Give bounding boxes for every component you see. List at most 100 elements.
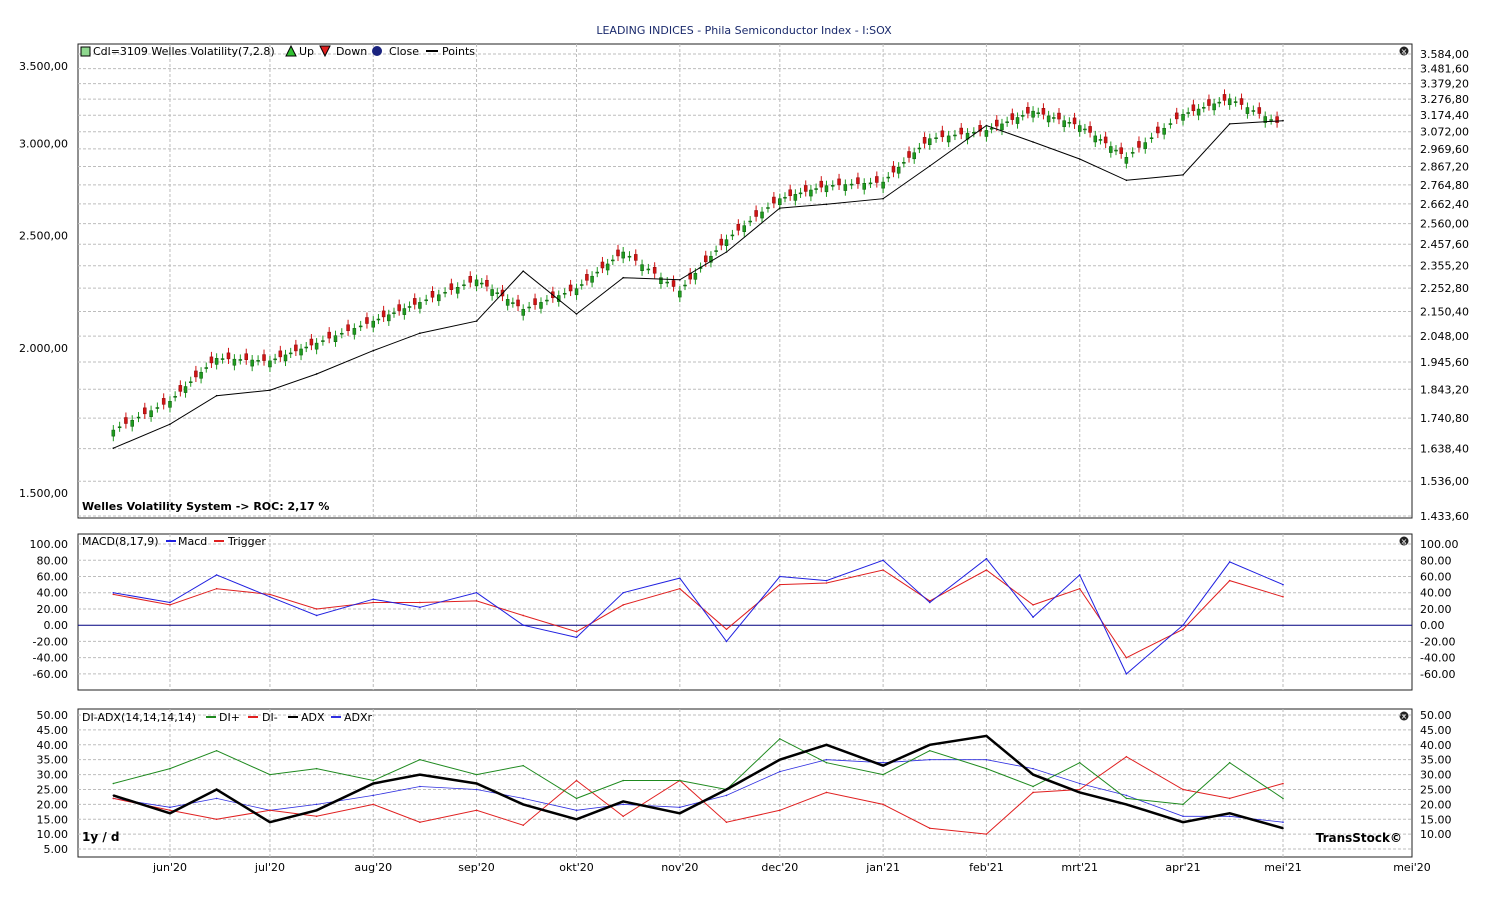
x-tick-label: feb'21: [969, 861, 1004, 874]
candle-body: [1207, 99, 1211, 106]
candle-body: [803, 185, 808, 192]
right-tick-label: 1.843,20: [1420, 383, 1469, 396]
candle-body: [646, 268, 651, 271]
candle-body: [778, 198, 782, 206]
candle-body: [621, 251, 625, 259]
points-line-point: [372, 349, 375, 352]
diminus-line-point: [1032, 791, 1034, 794]
adx-line-point: [169, 812, 171, 815]
adx-line-point: [215, 788, 218, 791]
candle-body: [724, 239, 729, 246]
close-icon-glyph: ×: [1401, 537, 1408, 546]
close-line-point: [1079, 125, 1081, 127]
close-line-point: [269, 360, 271, 362]
adxr-line-point: [825, 758, 828, 761]
candle-body: [161, 398, 166, 405]
candle-body: [226, 352, 231, 360]
adxr-line-point: [169, 806, 171, 809]
candle-body: [412, 298, 417, 305]
diminus-line-point: [1282, 782, 1284, 785]
adxr-line-point: [1228, 815, 1231, 818]
x-tick-label: sep'20: [458, 861, 495, 874]
macd-right-tick: -40.00: [1420, 652, 1455, 665]
legend-down-label: Down: [336, 45, 367, 58]
adx-line-point: [522, 803, 525, 806]
candle-body: [881, 181, 885, 189]
candle-body: [902, 162, 906, 164]
diminus-line-point: [622, 815, 624, 818]
trigger-line-point: [419, 601, 421, 604]
close-line-point: [929, 138, 931, 140]
candle-body: [352, 328, 357, 335]
macd-left-tick: 100.00: [30, 538, 69, 551]
candle-body: [155, 407, 160, 409]
diplus-line-point: [928, 749, 931, 752]
macd-line-point: [725, 640, 728, 643]
candle-body: [424, 299, 428, 302]
candle-body: [117, 426, 122, 429]
x-tick-label: okt'20: [559, 861, 593, 874]
candle-body: [1109, 146, 1113, 153]
candle-body: [819, 180, 824, 188]
diminus-line-point: [1078, 788, 1081, 791]
candle-body: [1031, 110, 1035, 118]
macd-right-tick: -20.00: [1420, 635, 1455, 648]
macd-line-point: [1228, 561, 1231, 563]
price-panel: [77, 43, 1413, 519]
candle-body: [1162, 127, 1166, 135]
points-line-point: [112, 447, 115, 449]
candle-body: [173, 396, 177, 398]
right-tick-label: 2.355,20: [1420, 260, 1469, 273]
diplus-line: [113, 738, 1284, 805]
candle-body: [1137, 141, 1141, 148]
adx-line-point: [575, 818, 578, 821]
candle-body: [616, 249, 620, 257]
close-icon-glyph: ×: [1401, 47, 1408, 56]
macd-line-point: [522, 624, 525, 626]
left-tick-label: 3.500,00: [19, 60, 68, 73]
candle-body: [730, 234, 735, 237]
x-tick-label: dec'20: [761, 861, 798, 874]
x-tick-label: jul'20: [254, 861, 285, 874]
diminus-line-point: [269, 809, 271, 812]
close-line-point: [826, 185, 828, 187]
adx-line-point: [1228, 812, 1231, 815]
candle-body: [959, 127, 963, 135]
points-line-point: [985, 124, 988, 127]
macd-line-point: [269, 596, 271, 598]
legend-close-label: Close: [389, 45, 419, 58]
points-line-point: [779, 207, 781, 209]
candle-body: [199, 371, 203, 379]
points-line-point: [825, 203, 828, 206]
candle-body: [640, 264, 644, 272]
adxr-line-point: [1032, 767, 1034, 770]
candle-body: [798, 192, 803, 195]
points-line-point: [215, 394, 218, 397]
candle-body: [371, 320, 376, 328]
macd-line-point: [1182, 624, 1184, 626]
candle-body: [1124, 157, 1129, 164]
candle-body: [1181, 114, 1185, 121]
adx-left-tick: 50.00: [37, 709, 69, 722]
diplus-line-point: [372, 779, 375, 782]
macd-line-point: [985, 557, 988, 560]
candle-body: [304, 346, 308, 349]
adx-right-tick: 15.00: [1420, 813, 1452, 826]
diminus-line-point: [169, 809, 171, 812]
diplus-legend-label: DI+: [219, 711, 240, 724]
candle-body: [934, 137, 938, 139]
close-line-point: [1126, 157, 1128, 159]
diplus-line-point: [1032, 785, 1034, 788]
adxr-line-point: [679, 806, 681, 809]
macd-line-point: [928, 601, 931, 604]
candle-body: [891, 165, 896, 173]
candle-body: [837, 178, 841, 186]
candle-body: [283, 354, 288, 362]
diplus-line-point: [112, 782, 115, 785]
adxr-line-point: [419, 785, 421, 788]
trigger-line-point: [928, 600, 931, 602]
macd-right-tick: 80.00: [1420, 554, 1452, 567]
diplus-line-point: [779, 738, 781, 740]
right-tick-label: 2.457,60: [1420, 238, 1469, 251]
